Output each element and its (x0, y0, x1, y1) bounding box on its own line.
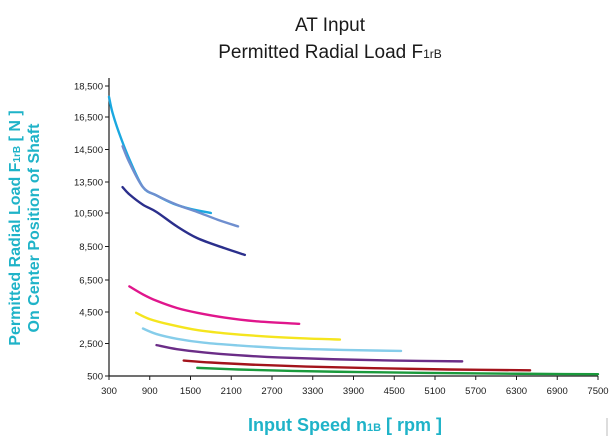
y-axis-label: Permitted Radial Load F1rB [ N ] On Cent… (7, 110, 43, 345)
x-tick-label: 4500 (384, 386, 405, 397)
y-tick-label: 6,500 (79, 276, 103, 287)
series-line-4 (128, 285, 301, 326)
y-axis-label-main: Permitted Radial Load F (7, 162, 24, 345)
x-axis-label-unit: [ rpm ] (381, 415, 442, 435)
x-tick-label: 6900 (547, 386, 568, 397)
x-axis-label: Input Speed n1B [ rpm ] (248, 415, 442, 435)
y-tick-label: 2,500 (79, 339, 103, 350)
x-tick-label: 7500 (587, 386, 608, 397)
x-tick-label: 2700 (261, 386, 282, 397)
x-ticks: 300 900 1500 2100 2700 3300 3900 4500 5100 5700 63… (101, 376, 609, 397)
series-line-8 (182, 359, 532, 372)
series-line-3 (121, 185, 247, 257)
series-group (107, 95, 600, 376)
y-tick-label: 500 (87, 372, 103, 383)
x-tick-label: 3900 (343, 386, 364, 397)
y-ticks: 500 2,500 4,500 6,500 8,500 10,500 13,500 14,50… (74, 82, 109, 383)
y-tick-label: 14,500 (74, 145, 103, 156)
x-tick-label: 2100 (221, 386, 242, 397)
series-line-7 (155, 343, 464, 363)
y-tick-label: 16,500 (74, 113, 103, 124)
x-tick-label: 3300 (302, 386, 323, 397)
series-line-1 (107, 95, 213, 215)
x-tick-label: 300 (101, 386, 117, 397)
y-axis-label-line1: Permitted Radial Load F1rB [ N ] (7, 110, 24, 345)
y-tick-label: 4,500 (79, 308, 103, 319)
chart-title-line2-sub: 1rB (423, 47, 442, 61)
y-tick-label: 18,500 (74, 82, 103, 93)
y-axis-label-unit: [ N ] (7, 110, 24, 146)
chart-title-line1: AT Input (295, 15, 366, 36)
y-tick-label: 8,500 (79, 242, 103, 253)
y-axis-label-sub: 1rB (12, 146, 23, 163)
x-axis-label-sub: 1B (367, 422, 381, 434)
x-tick-label: 6300 (506, 386, 527, 397)
x-tick-label: 1500 (180, 386, 201, 397)
series-line-2 (121, 145, 240, 228)
series-line-9 (196, 366, 600, 376)
x-axis-label-main: Input Speed n (248, 415, 367, 435)
x-tick-label: 900 (142, 386, 158, 397)
chart-title-line2: Permitted Radial Load F1rB (218, 42, 442, 63)
x-tick-label: 5100 (424, 386, 445, 397)
series-line-6 (141, 327, 403, 353)
chart-title-line2-main: Permitted Radial Load F (218, 42, 423, 63)
series-line-5 (134, 311, 342, 341)
y-tick-label: 10,500 (74, 209, 103, 220)
y-tick-label: 13,500 (74, 178, 103, 189)
y-axis-label-line2: On Center Position of Shaft (26, 123, 43, 333)
x-tick-label: 5700 (465, 386, 486, 397)
